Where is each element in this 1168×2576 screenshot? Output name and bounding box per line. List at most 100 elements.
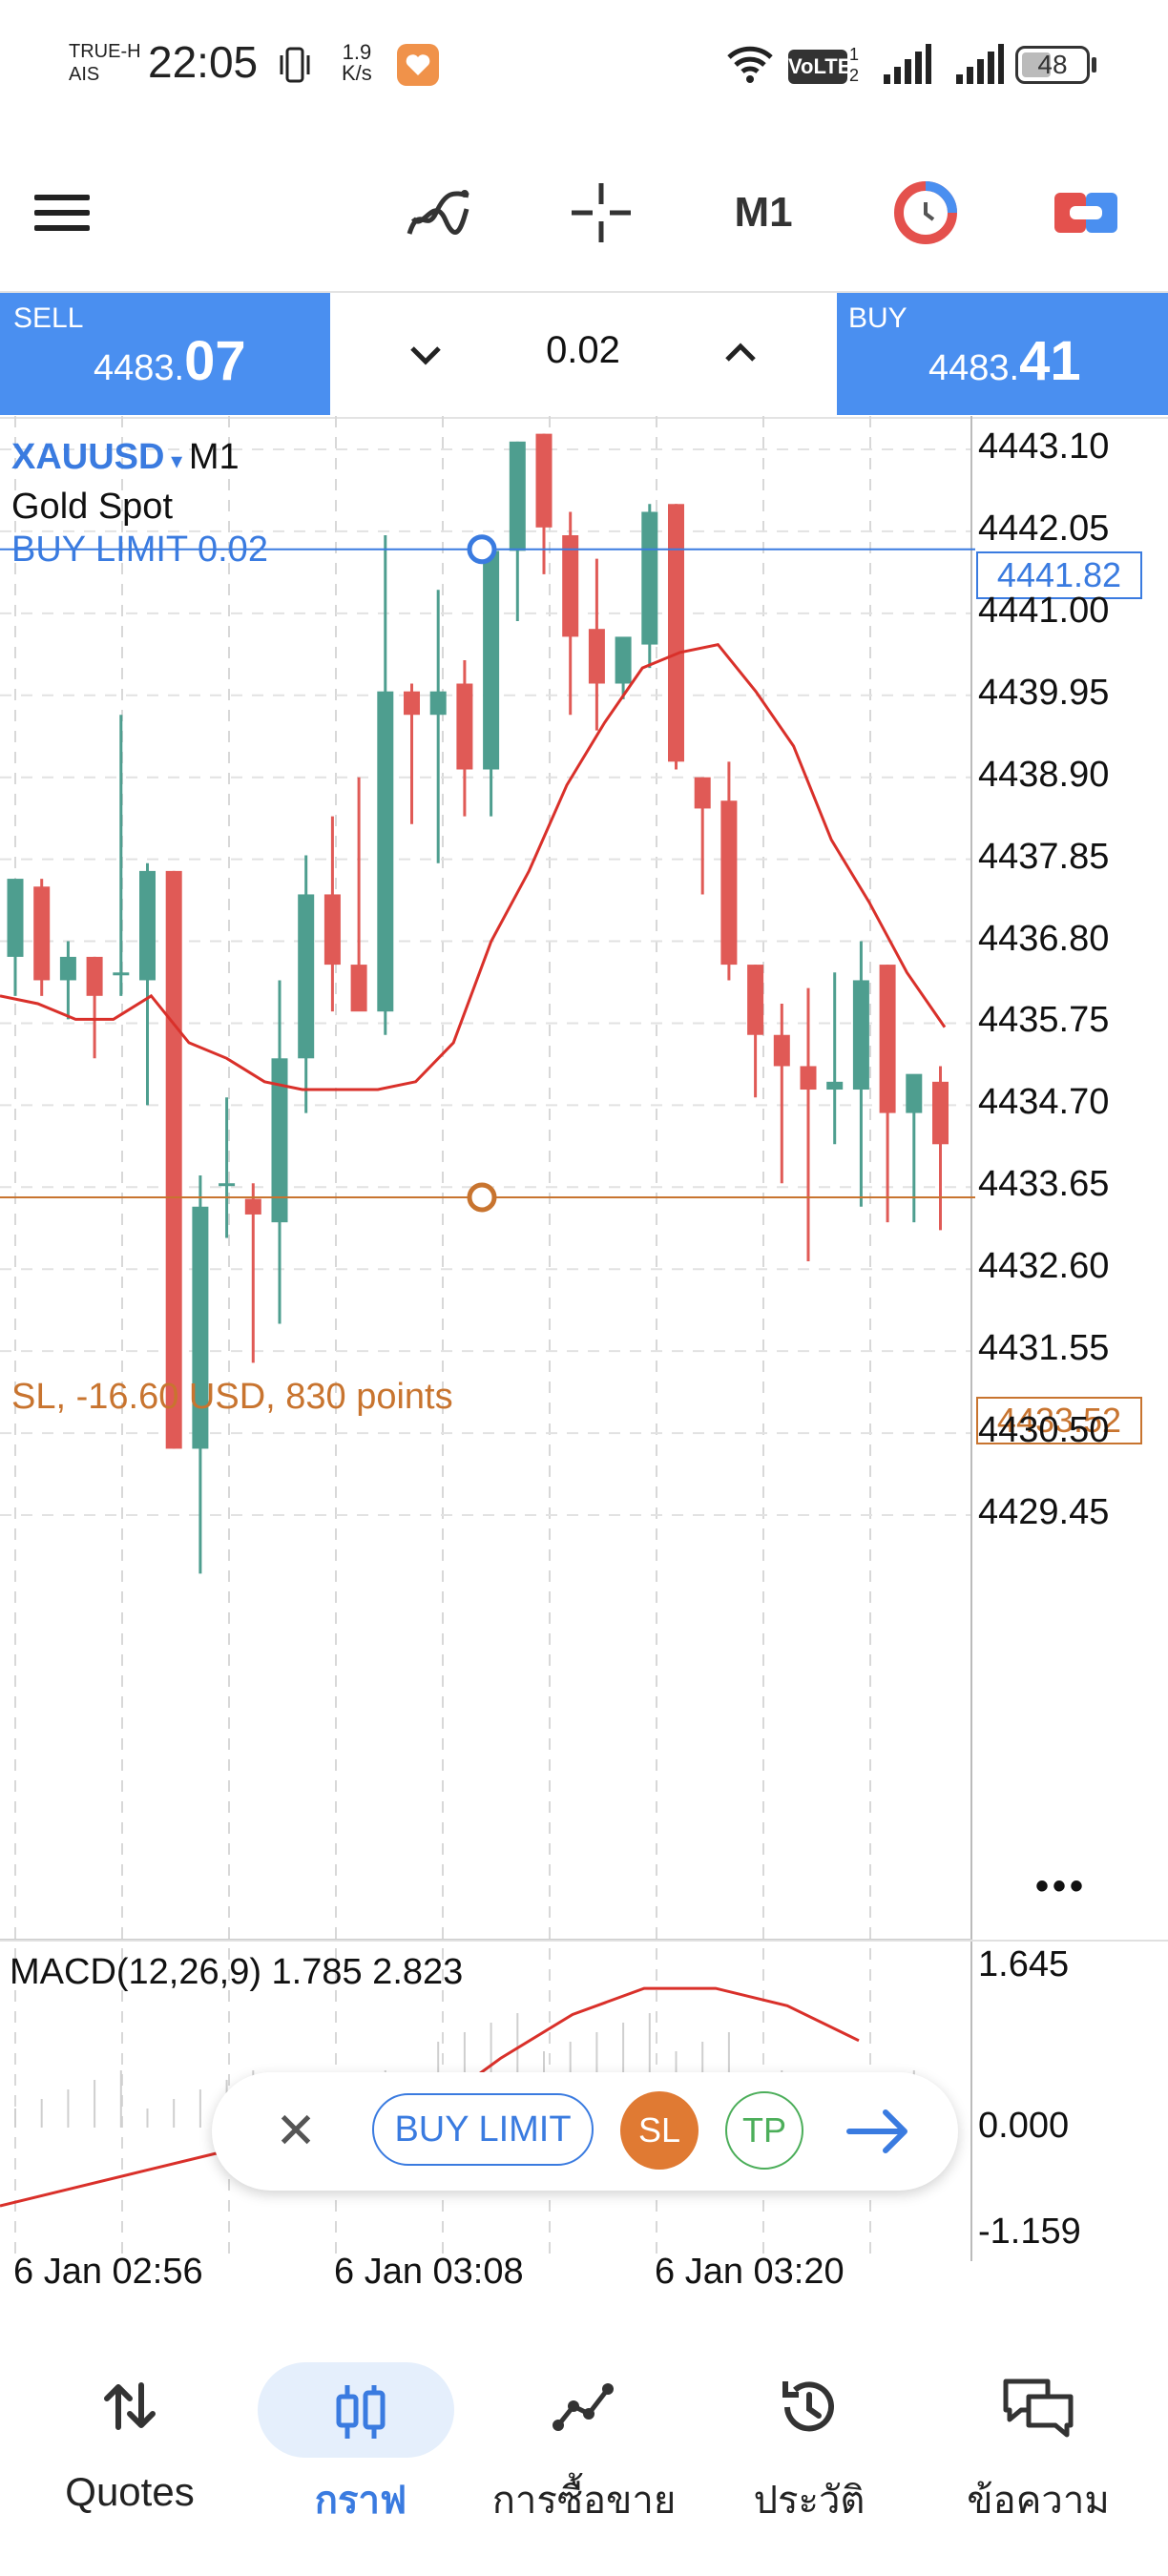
candle-body [826,1081,844,1091]
price-tick: 4430.50 [978,1410,1110,1451]
lot-selector: 0.02 [330,293,836,415]
price-tick: 4434.70 [978,1082,1110,1123]
macd-label: MACD(12,26,9) 1.785 2.823 [10,1952,464,1992]
signal-icon-sim1 [882,44,931,86]
nav-history[interactable]: ประวัติ [693,2328,926,2576]
price-tick: 4429.45 [978,1492,1110,1532]
candle-body [59,956,76,981]
trade-toggle-icon[interactable] [1048,134,1124,291]
chart-more-menu-icon[interactable]: ••• [1035,1865,1088,1907]
app-notification-icon [397,44,439,86]
lot-increase-chevron-up-icon[interactable] [712,325,769,383]
trade-icon [468,2376,700,2437]
chart-area[interactable] [0,416,1168,2315]
lot-decrease-chevron-down-icon[interactable] [397,325,454,383]
buy-price: 4483.41 [928,329,1081,393]
buy-limit-label[interactable]: BUY LIMIT 0.02 [11,530,268,570]
stop-loss-price-tag[interactable]: 4433.52 [976,1397,1142,1444]
stop-loss-label[interactable]: SL, -16.60 USD, 830 points [11,1377,453,1417]
battery-level: 48 [1037,50,1068,79]
speed-unit: K/s [342,61,372,85]
sell-label: SELL [13,302,84,334]
indicators-icon[interactable] [401,134,477,291]
candle-body [906,1073,923,1113]
price-tick: 4437.85 [978,836,1110,877]
pending-order-action-bar: ✕ BUY LIMIT SL TP [212,2072,958,2191]
crosshair-icon[interactable] [563,134,639,291]
candle-body [404,691,420,716]
arrow-right-icon[interactable] [845,2101,912,2162]
candle-body [535,433,553,528]
buy-price-main: 4483. [928,348,1020,388]
price-tick: 4436.80 [978,918,1110,959]
one-click-trade-panel: SELL 4483.07 0.02 BUY 4483.41 [0,291,1168,419]
menu-icon[interactable] [29,134,95,291]
candle-body [800,1066,817,1091]
macd-tick-top: 1.645 [978,1944,1070,1984]
candle-body [271,1058,288,1223]
candle-body [509,441,526,551]
candle-body [192,1206,209,1449]
tp-button[interactable]: TP [725,2091,803,2170]
nav-trade[interactable]: การซื้อขาย [468,2328,700,2576]
candle-body [879,965,896,1113]
stop-loss-handle [467,1182,497,1213]
nav-chart[interactable]: กราฟ [244,2328,477,2576]
candle-body [668,504,684,762]
price-chart[interactable] [0,416,1168,2315]
time-tick-1: 6 Jan 02:56 [13,2252,203,2292]
candle-body [773,1034,790,1067]
price-tick: 4438.90 [978,754,1110,795]
carrier-label: TRUE-H AIS [69,40,141,86]
nav-chart-label: กราฟ [314,2480,407,2522]
candle-body [429,691,447,716]
candle-body [641,511,658,645]
wifi-icon [725,42,775,86]
buy-button[interactable]: BUY 4483.41 [837,293,1168,415]
close-icon[interactable]: ✕ [275,2104,317,2159]
nav-messages[interactable]: ข้อความ [922,2328,1155,2576]
candle-body [350,965,367,1012]
timeframe-button[interactable]: M1 [734,188,793,236]
nav-quotes[interactable]: Quotes [13,2328,246,2576]
quotes-icon [13,2376,246,2437]
buy-price-pips: 41 [1019,330,1081,392]
price-tick: 4443.10 [978,426,1110,467]
sell-price-pips: 07 [184,330,246,392]
price-tick: 4432.60 [978,1246,1110,1287]
candle-body [456,683,473,770]
symbol-name[interactable]: XAUUSD [11,437,165,477]
price-tick: 4435.75 [978,1000,1110,1041]
symbol-timeframe: M1 [188,437,240,477]
candle-body [615,636,632,684]
nav-quotes-label: Quotes [65,2469,195,2514]
messages-icon [922,2376,1155,2442]
carrier-line-2: AIS [69,64,100,85]
sell-price: 4483.07 [94,329,246,393]
buy-limit-price-tag[interactable]: 4441.82 [976,551,1142,599]
candle-body [588,629,605,684]
signal-icon-sim2 [954,44,1004,86]
symbol-dropdown-icon[interactable]: ▾ [164,448,189,474]
sell-button[interactable]: SELL 4483.07 [0,293,330,415]
lot-value[interactable]: 0.02 [546,329,620,371]
candle-body [852,980,869,1091]
sl-button[interactable]: SL [620,2091,699,2170]
candle-body [33,886,51,981]
price-tick: 4433.65 [978,1164,1110,1205]
sell-price-main: 4483. [94,348,185,388]
macd-tick-bottom: -1.159 [978,2212,1081,2252]
nav-trade-label: การซื้อขาย [491,2480,677,2522]
candle-body [747,965,764,1035]
clock-icon[interactable] [887,134,964,291]
macd-tick-zero: 0.000 [978,2106,1070,2146]
symbol-header[interactable]: XAUUSD ▾ M1 [11,437,240,478]
price-tick: 4431.55 [978,1328,1110,1369]
candle-body [244,1198,261,1215]
status-bar: TRUE-H AIS 22:05 1.9 K/s VoLTE 1 2 48 [0,0,1168,134]
buy-limit-button[interactable]: BUY LIMIT [372,2093,594,2166]
chart-toolbar: M1 [0,134,1168,291]
candle-body [694,777,711,809]
battery-fill [1022,52,1051,77]
candle-body [86,956,103,996]
